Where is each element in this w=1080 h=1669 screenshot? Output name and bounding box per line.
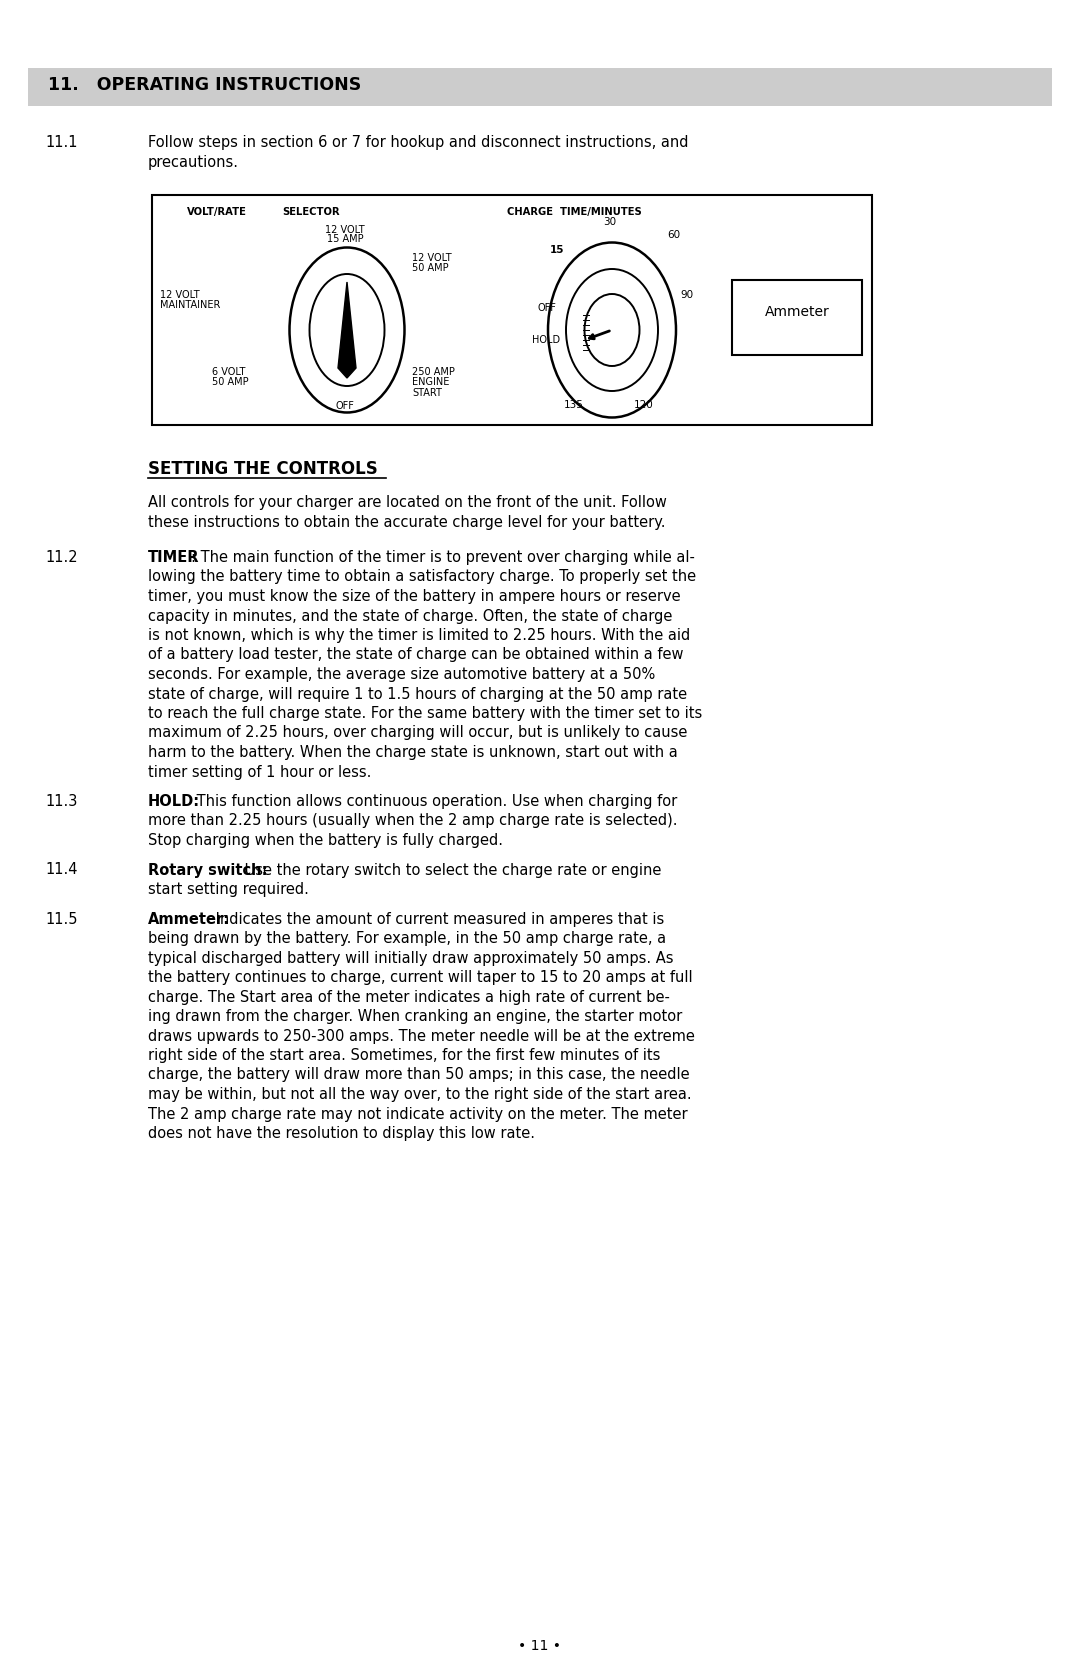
Text: to reach the full charge state. For the same battery with the timer set to its: to reach the full charge state. For the … — [148, 706, 702, 721]
Text: : The main function of the timer is to prevent over charging while al-: : The main function of the timer is to p… — [191, 551, 694, 566]
Text: precautions.: precautions. — [148, 155, 239, 170]
Text: 11.   OPERATING INSTRUCTIONS: 11. OPERATING INSTRUCTIONS — [48, 77, 361, 93]
Ellipse shape — [289, 247, 405, 412]
Text: lowing the battery time to obtain a satisfactory charge. To properly set the: lowing the battery time to obtain a sati… — [148, 569, 697, 584]
Text: 30: 30 — [604, 217, 617, 227]
Text: ENGINE: ENGINE — [411, 377, 449, 387]
Text: CHARGE  TIME/MINUTES: CHARGE TIME/MINUTES — [507, 207, 642, 217]
Text: 12 VOLT: 12 VOLT — [160, 290, 200, 300]
Polygon shape — [338, 282, 356, 377]
Text: 60: 60 — [667, 230, 680, 240]
Text: right side of the start area. Sometimes, for the first few minutes of its: right side of the start area. Sometimes,… — [148, 1048, 660, 1063]
Text: TIMER: TIMER — [148, 551, 200, 566]
Text: 90: 90 — [680, 290, 693, 300]
Ellipse shape — [584, 294, 639, 366]
Text: All controls for your charger are located on the front of the unit. Follow: All controls for your charger are locate… — [148, 496, 666, 511]
Text: 11.4: 11.4 — [45, 863, 78, 878]
Text: Ammeter: Ammeter — [765, 305, 829, 319]
Text: HOLD: HOLD — [532, 335, 561, 345]
Text: This function allows continuous operation. Use when charging for: This function allows continuous operatio… — [192, 794, 677, 809]
Text: maximum of 2.25 hours, over charging will occur, but is unlikely to cause: maximum of 2.25 hours, over charging wil… — [148, 726, 687, 741]
Text: VOLT/RATE: VOLT/RATE — [187, 207, 247, 217]
Text: may be within, but not all the way over, to the right side of the start area.: may be within, but not all the way over,… — [148, 1087, 691, 1102]
Text: MAINTAINER: MAINTAINER — [160, 300, 220, 310]
Text: more than 2.25 hours (usually when the 2 amp charge rate is selected).: more than 2.25 hours (usually when the 2… — [148, 813, 677, 828]
Text: capacity in minutes, and the state of charge. Often, the state of charge: capacity in minutes, and the state of ch… — [148, 609, 673, 624]
Text: 11.2: 11.2 — [45, 551, 78, 566]
Ellipse shape — [566, 269, 658, 391]
Text: START: START — [411, 387, 442, 397]
Text: 12 VOLT: 12 VOLT — [411, 254, 451, 264]
Text: 11.3: 11.3 — [45, 794, 78, 809]
Text: SETTING THE CONTROLS: SETTING THE CONTROLS — [148, 461, 378, 477]
Text: is not known, which is why the timer is limited to 2.25 hours. With the aid: is not known, which is why the timer is … — [148, 628, 690, 643]
Text: charge, the battery will draw more than 50 amps; in this case, the needle: charge, the battery will draw more than … — [148, 1068, 690, 1083]
Text: charge. The Start area of the meter indicates a high rate of current be-: charge. The Start area of the meter indi… — [148, 990, 670, 1005]
Text: 120: 120 — [634, 401, 653, 411]
Text: typical discharged battery will initially draw approximately 50 amps. As: typical discharged battery will initiall… — [148, 951, 674, 965]
Text: 15 AMP: 15 AMP — [326, 234, 363, 244]
Text: SELECTOR: SELECTOR — [282, 207, 339, 217]
Text: these instructions to obtain the accurate charge level for your battery.: these instructions to obtain the accurat… — [148, 514, 665, 529]
Ellipse shape — [310, 274, 384, 386]
Text: The 2 amp charge rate may not indicate activity on the meter. The meter: The 2 amp charge rate may not indicate a… — [148, 1107, 688, 1122]
Text: 12 VOLT: 12 VOLT — [325, 225, 365, 235]
Text: OFF: OFF — [537, 304, 556, 314]
Text: 11.1: 11.1 — [45, 135, 78, 150]
Text: 6 VOLT: 6 VOLT — [212, 367, 245, 377]
Text: Use the rotary switch to select the charge rate or engine: Use the rotary switch to select the char… — [240, 863, 661, 878]
Text: of a battery load tester, the state of charge can be obtained within a few: of a battery load tester, the state of c… — [148, 648, 684, 663]
Bar — [732, 280, 862, 355]
Text: 11.5: 11.5 — [45, 911, 78, 926]
Text: OFF: OFF — [336, 401, 354, 411]
Text: Follow steps in section 6 or 7 for hookup and disconnect instructions, and: Follow steps in section 6 or 7 for hooku… — [148, 135, 689, 150]
Text: start setting required.: start setting required. — [148, 881, 309, 896]
Text: draws upwards to 250-300 amps. The meter needle will be at the extreme: draws upwards to 250-300 amps. The meter… — [148, 1028, 694, 1043]
Text: the battery continues to charge, current will taper to 15 to 20 amps at full: the battery continues to charge, current… — [148, 970, 692, 985]
Text: • 11 •: • 11 • — [518, 1639, 562, 1652]
Text: timer setting of 1 hour or less.: timer setting of 1 hour or less. — [148, 764, 372, 779]
Text: HOLD:: HOLD: — [148, 794, 200, 809]
Text: being drawn by the battery. For example, in the 50 amp charge rate, a: being drawn by the battery. For example,… — [148, 931, 666, 946]
Text: Ammeter:: Ammeter: — [148, 911, 230, 926]
Bar — [152, 195, 872, 426]
Text: Stop charging when the battery is fully charged.: Stop charging when the battery is fully … — [148, 833, 503, 848]
Ellipse shape — [548, 242, 676, 417]
Text: ing drawn from the charger. When cranking an engine, the starter motor: ing drawn from the charger. When crankin… — [148, 1010, 683, 1025]
Bar — [28, 68, 1052, 107]
Text: 15: 15 — [550, 245, 565, 255]
Text: 50 AMP: 50 AMP — [411, 264, 448, 274]
Text: Indicates the amount of current measured in amperes that is: Indicates the amount of current measured… — [211, 911, 664, 926]
Text: timer, you must know the size of the battery in ampere hours or reserve: timer, you must know the size of the bat… — [148, 589, 680, 604]
Text: does not have the resolution to display this low rate.: does not have the resolution to display … — [148, 1127, 535, 1142]
Text: state of charge, will require 1 to 1.5 hours of charging at the 50 amp rate: state of charge, will require 1 to 1.5 h… — [148, 686, 687, 701]
Text: harm to the battery. When the charge state is unknown, start out with a: harm to the battery. When the charge sta… — [148, 744, 678, 759]
Text: 50 AMP: 50 AMP — [212, 377, 248, 387]
Text: 135: 135 — [564, 401, 584, 411]
Text: seconds. For example, the average size automotive battery at a 50%: seconds. For example, the average size a… — [148, 668, 656, 683]
Text: Rotary switch:: Rotary switch: — [148, 863, 268, 878]
Text: 250 AMP: 250 AMP — [411, 367, 455, 377]
